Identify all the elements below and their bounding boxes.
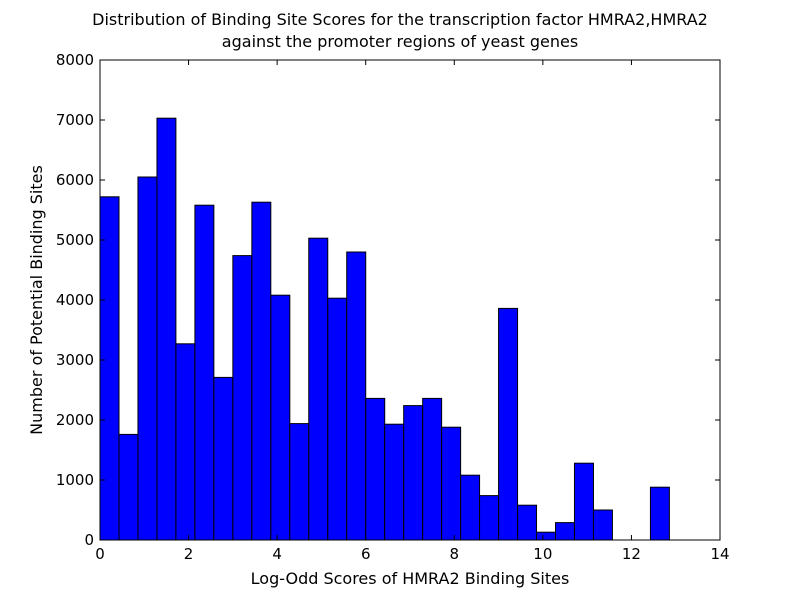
histogram-bar bbox=[441, 426, 462, 541]
y-tick-label: 3000 bbox=[56, 351, 94, 369]
histogram-bar bbox=[403, 405, 424, 541]
y-tick-label: 8000 bbox=[56, 51, 94, 69]
x-tick-label: 10 bbox=[533, 545, 552, 563]
histogram-bar bbox=[194, 204, 215, 541]
histogram-bar bbox=[213, 376, 234, 541]
bars-group bbox=[99, 117, 670, 541]
x-tick-label: 12 bbox=[622, 545, 641, 563]
x-tick-label: 14 bbox=[710, 545, 729, 563]
histogram-bar bbox=[517, 504, 538, 541]
histogram-bar bbox=[384, 423, 405, 541]
histogram-bar bbox=[99, 196, 120, 541]
y-tick-label: 5000 bbox=[56, 231, 94, 249]
chart-title-line-2: against the promoter regions of yeast ge… bbox=[221, 32, 579, 51]
histogram-bar bbox=[327, 297, 348, 541]
histogram-bar bbox=[137, 176, 158, 541]
histogram-bar bbox=[118, 433, 139, 541]
axes-frame bbox=[99, 59, 721, 541]
x-tick-label: 6 bbox=[361, 545, 371, 563]
histogram-bar bbox=[479, 495, 500, 541]
x-tick-label: 0 bbox=[95, 545, 105, 563]
histogram-bar bbox=[270, 294, 291, 541]
y-tick-label: 2000 bbox=[56, 411, 94, 429]
histogram-bar bbox=[308, 237, 329, 541]
y-tick-label: 6000 bbox=[56, 171, 94, 189]
histogram-bar bbox=[365, 397, 386, 541]
histogram-bar bbox=[649, 486, 670, 541]
histogram-bar bbox=[573, 462, 594, 541]
histogram-bar bbox=[460, 474, 481, 541]
histogram-bar bbox=[498, 307, 519, 541]
histogram-bar bbox=[346, 251, 367, 541]
histogram-bar bbox=[422, 397, 443, 541]
x-tick-label: 2 bbox=[184, 545, 194, 563]
x-axis-label: Log-Odd Scores of HMRA2 Binding Sites bbox=[251, 569, 570, 588]
histogram-bar bbox=[251, 201, 272, 541]
y-tick-label: 7000 bbox=[56, 111, 94, 129]
y-tick-label: 0 bbox=[84, 531, 94, 549]
histogram-bar bbox=[555, 522, 575, 541]
histogram-bar bbox=[289, 423, 310, 541]
histogram-bar bbox=[592, 509, 613, 541]
x-tick-label: 8 bbox=[450, 545, 460, 563]
chart-title-line-1: Distribution of Binding Site Scores for … bbox=[92, 10, 708, 29]
histogram-bar bbox=[232, 255, 253, 541]
y-axis-label: Number of Potential Binding Sites bbox=[27, 165, 46, 435]
y-tick-label: 1000 bbox=[56, 471, 94, 489]
y-tick-label: 4000 bbox=[56, 291, 94, 309]
ticks-group: 0 2 4 6 8 10 12 14 0 1000 2000 3000 4000 5000 6000 7000… bbox=[56, 51, 730, 563]
x-tick-label: 4 bbox=[272, 545, 282, 563]
histogram-bar bbox=[536, 531, 557, 541]
histogram-bar bbox=[175, 343, 196, 541]
histogram-bar bbox=[156, 117, 177, 541]
